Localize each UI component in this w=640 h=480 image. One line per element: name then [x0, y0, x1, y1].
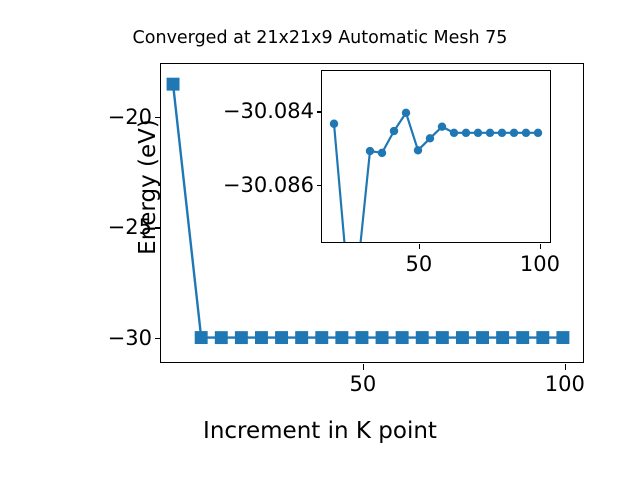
- data-point: [521, 128, 531, 138]
- inset-x-tick-label: 100: [519, 252, 560, 276]
- data-point: [329, 119, 339, 128]
- data-point: [234, 331, 248, 345]
- y-tick-label: −30: [107, 325, 152, 350]
- y-axis-label: Energy (eV): [135, 119, 161, 255]
- data-point: [214, 331, 228, 345]
- data-point: [389, 126, 399, 136]
- data-point: [255, 331, 268, 345]
- data-point: [295, 331, 309, 345]
- inset-y-tick-mark: [317, 111, 322, 113]
- data-point: [496, 331, 510, 345]
- data-point: [275, 331, 289, 345]
- data-point: [556, 331, 570, 345]
- inset-y-tick-mark: [317, 185, 322, 187]
- data-point: [497, 128, 507, 138]
- data-point: [194, 331, 208, 345]
- data-point: [509, 128, 519, 138]
- data-point: [485, 128, 495, 138]
- data-point: [435, 331, 449, 345]
- inset-series-plot: [329, 108, 543, 242]
- data-point: [395, 331, 409, 345]
- inset-x-tick-mark: [418, 244, 421, 249]
- data-point: [166, 77, 180, 91]
- inset-y-tick-label: −30.086: [222, 173, 314, 198]
- data-point: [415, 331, 429, 345]
- data-point: [533, 128, 543, 138]
- inset-y-tick-label: −30.084: [222, 99, 314, 124]
- data-point: [473, 128, 483, 138]
- main-series-plot: [166, 77, 570, 345]
- data-point: [449, 128, 459, 138]
- inset-x-tick-mark: [539, 244, 542, 249]
- data-point: [365, 146, 375, 156]
- inset-plot-axes: −30.086 −30.084 50 100: [223, 70, 560, 276]
- data-point: [315, 331, 329, 345]
- inset-x-tick-label: 50: [405, 252, 433, 276]
- y-tick-mark: [155, 116, 161, 119]
- data-point: [461, 128, 471, 138]
- x-tick-label: 100: [544, 372, 585, 396]
- data-point: [355, 331, 369, 345]
- data-point: [335, 331, 349, 345]
- data-point: [516, 331, 530, 345]
- data-point: [375, 331, 389, 345]
- data-point: [425, 134, 435, 143]
- data-point: [476, 331, 489, 345]
- data-point: [437, 122, 447, 131]
- chart-title: Converged at 21x21x9 Automatic Mesh 75: [132, 28, 508, 48]
- x-tick-mark: [362, 364, 365, 370]
- main-plot-axes: Energy (eV) −20 −25 −30 50 100: [108, 63, 585, 396]
- data-point: [401, 108, 411, 118]
- y-tick-mark: [155, 227, 161, 229]
- y-tick-mark: [155, 337, 161, 339]
- series-line: [332, 111, 540, 242]
- y-tick-label: −25: [107, 215, 152, 240]
- data-point: [377, 148, 387, 158]
- data-point: [536, 331, 550, 345]
- inset-clip-region: [322, 71, 550, 242]
- x-axis-label: Increment in K point: [203, 418, 437, 444]
- data-point: [413, 146, 423, 155]
- data-point: [455, 331, 469, 345]
- x-tick-mark: [564, 364, 567, 370]
- x-tick-label: 50: [349, 372, 377, 396]
- y-tick-label: −20: [107, 104, 152, 129]
